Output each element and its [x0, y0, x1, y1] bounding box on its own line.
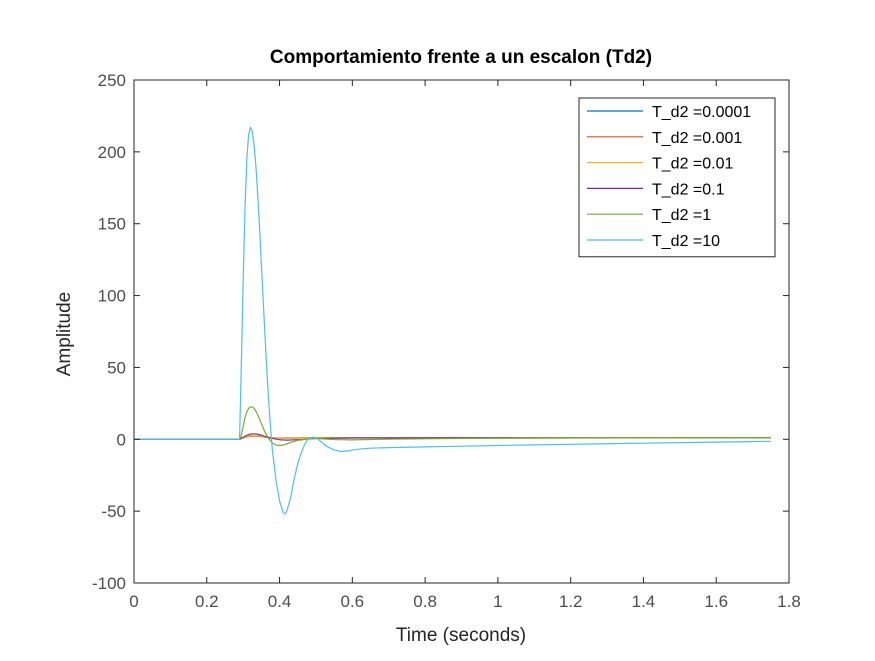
x-axis-label: Time (seconds) — [396, 625, 526, 646]
axes-box — [133, 79, 790, 584]
y-axis-label: Amplitude — [54, 292, 75, 377]
legend-entry-label: T_d2 =0.1 — [652, 181, 725, 198]
x-tick-label: 1.4 — [632, 592, 656, 611]
legend-entry-label: T_d2 =0.01 — [652, 156, 734, 173]
x-tick-label: 0 — [129, 592, 138, 611]
x-tick-label: 0.8 — [413, 592, 437, 611]
y-tick-label: 200 — [98, 143, 126, 162]
series-group — [134, 126, 771, 515]
y-tick-label: 250 — [98, 71, 126, 90]
x-tick-label: 0.4 — [268, 592, 292, 611]
chart-title: Comportamiento frente a un escalon (Td2) — [270, 47, 652, 68]
x-tick-label: 0.2 — [195, 592, 219, 611]
series-line-5 — [134, 406, 771, 447]
y-tick-label: 0 — [117, 430, 126, 449]
legend-entry-label: T_d2 =0.001 — [652, 130, 742, 147]
legend: T_d2 =0.0001 T_d2 =0.001 T_d2 =0.01 T_d2 =0… — [578, 97, 776, 258]
x-tick-label: 1.8 — [777, 592, 801, 611]
legend-box — [578, 97, 776, 258]
y-tick-label: 100 — [98, 287, 126, 306]
y-tick-label: 150 — [98, 215, 126, 234]
legend-entry-label: T_d2 =10 — [652, 233, 720, 250]
x-tick-label: 0.6 — [341, 592, 365, 611]
y-tick-label: 50 — [107, 358, 126, 377]
series-line-6 — [134, 126, 771, 515]
x-tick-label: 1.2 — [559, 592, 583, 611]
y-tick-label: -100 — [92, 574, 126, 593]
legend-entry-label: T_d2 =0.0001 — [652, 104, 751, 121]
x-tick-label: 1 — [493, 592, 502, 611]
legend-entry-label: T_d2 =1 — [652, 207, 711, 224]
y-tick-label: -50 — [101, 502, 126, 521]
x-tick-label: 1.6 — [704, 592, 728, 611]
